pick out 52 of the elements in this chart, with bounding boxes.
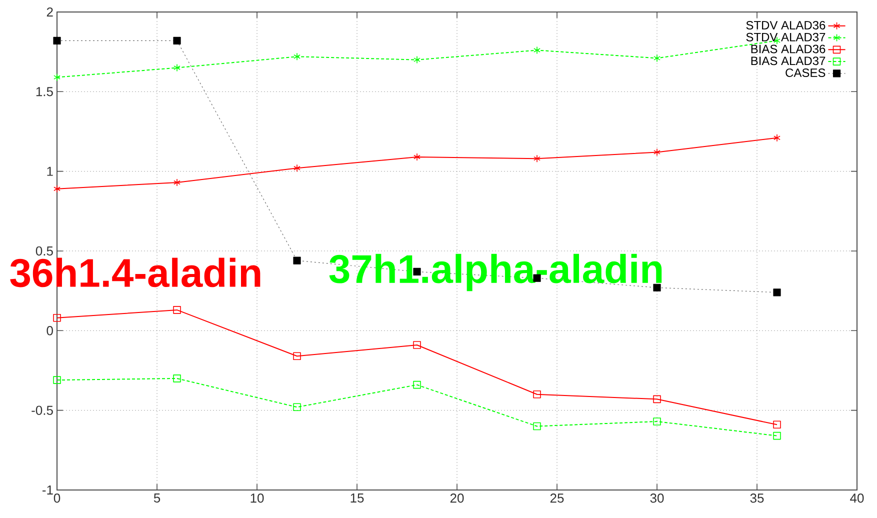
y-tick-label: -1	[42, 486, 53, 494]
point	[293, 256, 301, 264]
y-tick-label: 1.5	[36, 87, 53, 96]
point	[654, 54, 660, 62]
point	[653, 418, 661, 426]
y-tick-label: -0.5	[32, 406, 53, 415]
legend-label: BIAS ALAD37	[751, 56, 826, 66]
legend-label: STDV ALAD36	[746, 20, 826, 30]
point	[533, 422, 541, 430]
y-tick-label: 0	[46, 326, 53, 336]
point	[54, 184, 60, 193]
point	[54, 73, 60, 82]
point	[533, 390, 541, 398]
point	[53, 376, 61, 384]
point	[773, 420, 781, 429]
x-tick-label: 20	[450, 494, 464, 503]
point	[174, 64, 180, 72]
point	[413, 380, 421, 389]
y-tick-label: 1	[47, 166, 53, 176]
point	[774, 134, 780, 142]
y-tick-label: 2	[46, 7, 53, 17]
x-tick-label: 10	[250, 494, 264, 503]
legend-label: STDV ALAD37	[746, 32, 826, 42]
x-tick-label: 40	[850, 494, 864, 503]
x-tick-label: 0	[54, 494, 60, 503]
point	[294, 52, 300, 60]
x-tick-label: 30	[650, 494, 664, 503]
point	[293, 403, 301, 412]
point	[534, 154, 540, 162]
x-tick-label: 15	[350, 494, 364, 503]
point	[53, 314, 61, 322]
point	[773, 432, 781, 440]
point	[173, 374, 181, 382]
point	[414, 153, 420, 161]
point	[413, 341, 421, 349]
point	[773, 288, 781, 296]
point	[414, 56, 420, 64]
x-tick-label: 25	[550, 494, 564, 503]
point	[653, 395, 661, 404]
legend-label: BIAS ALAD36	[751, 44, 826, 54]
x-tick-label: 35	[750, 494, 764, 503]
legend-label: CASES	[786, 68, 826, 77]
point	[53, 36, 61, 44]
point	[173, 36, 181, 44]
point	[654, 148, 660, 156]
point	[534, 46, 540, 54]
point	[174, 178, 180, 186]
point	[294, 164, 300, 172]
x-tick-label: 5	[154, 494, 160, 503]
point	[173, 306, 181, 314]
y-tick-label: 0.5	[36, 246, 53, 256]
point	[293, 352, 301, 360]
